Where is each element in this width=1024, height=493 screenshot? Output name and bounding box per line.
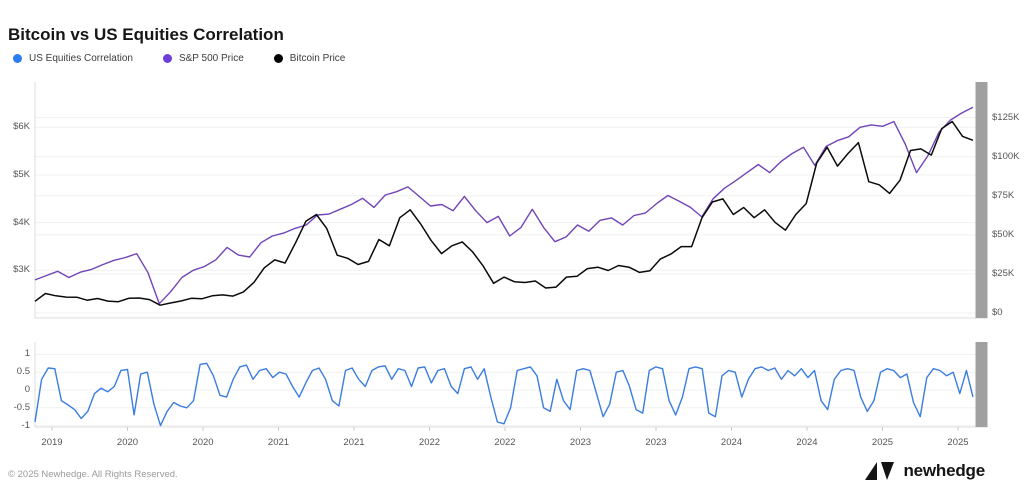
y-tick-label: $6K <box>13 121 30 133</box>
prices-panel <box>34 82 988 319</box>
sp500-series-swatch-icon <box>162 54 172 63</box>
x-tick-label: 2022 <box>494 437 516 448</box>
bitcoin-series-swatch-icon <box>273 54 283 63</box>
bitcoin-price-line <box>34 120 974 306</box>
prices-scrollbar-handle[interactable] <box>975 82 988 318</box>
correlation-series-swatch-icon <box>13 54 22 63</box>
legend-label: S&P 500 Price <box>178 53 244 64</box>
y-tick-label: 1 <box>24 348 30 360</box>
y-tick-label: $25K <box>992 267 1015 279</box>
y-tick-label: $0 <box>992 306 1003 318</box>
legend-item-us-equities-correlation[interactable]: US Equities Correlation <box>13 53 133 64</box>
y-tick-label: $100K <box>992 150 1020 162</box>
y-tick-label: 0 <box>24 384 30 395</box>
y-tick-label: $125K <box>992 111 1020 123</box>
x-tick-label: 2025 <box>947 437 969 448</box>
legend-item-bitcoin-price[interactable]: Bitcoin Price <box>273 53 346 64</box>
y-tick-label: $3K <box>13 264 30 276</box>
x-tick-label: 2019 <box>41 437 63 448</box>
x-tick-label: 2025 <box>871 437 894 448</box>
x-tick-label: 2020 <box>116 437 139 448</box>
y-tick-label: 0.5 <box>16 366 30 378</box>
y-tick-label: $75K <box>992 189 1015 201</box>
y-tick-label: $50K <box>992 228 1015 240</box>
newhedge-logo-icon <box>865 461 895 480</box>
x-tick-label: 2021 <box>267 437 290 448</box>
newhedge-logo: newhedge <box>865 461 985 481</box>
x-tick-label: 2023 <box>569 437 592 448</box>
legend-label: Bitcoin Price <box>289 53 346 64</box>
x-tick-label: 2023 <box>645 437 667 448</box>
y-tick-label: -0.5 <box>13 401 30 413</box>
correlation-plot-area[interactable] <box>35 342 988 427</box>
y-tick-label: $4K <box>13 216 30 228</box>
us-equities-correlation-line <box>34 362 974 427</box>
y-tick-label: -1 <box>21 419 30 431</box>
x-tick-label: 2020 <box>192 437 214 448</box>
correlation-panel <box>34 342 988 428</box>
x-tick-label: 2021 <box>343 437 365 448</box>
correlation-scrollbar-handle[interactable] <box>975 342 988 427</box>
chart-legend: US Equities Correlation S&P 500 Price Bi… <box>13 53 345 64</box>
y-tick-label: $5K <box>13 168 30 180</box>
brand-name: newhedge <box>903 461 985 480</box>
legend-item-sp500-price[interactable]: S&P 500 Price <box>162 53 244 64</box>
x-tick-label: 2024 <box>796 437 818 448</box>
copyright-text: © 2025 Newhedge. All Rights Reserved. <box>8 469 178 480</box>
page-title: Bitcoin vs US Equities Correlation <box>8 25 284 45</box>
legend-label: US Equities Correlation <box>29 53 133 64</box>
x-tick-label: 2024 <box>720 437 743 448</box>
x-tick-label: 2022 <box>418 437 441 448</box>
